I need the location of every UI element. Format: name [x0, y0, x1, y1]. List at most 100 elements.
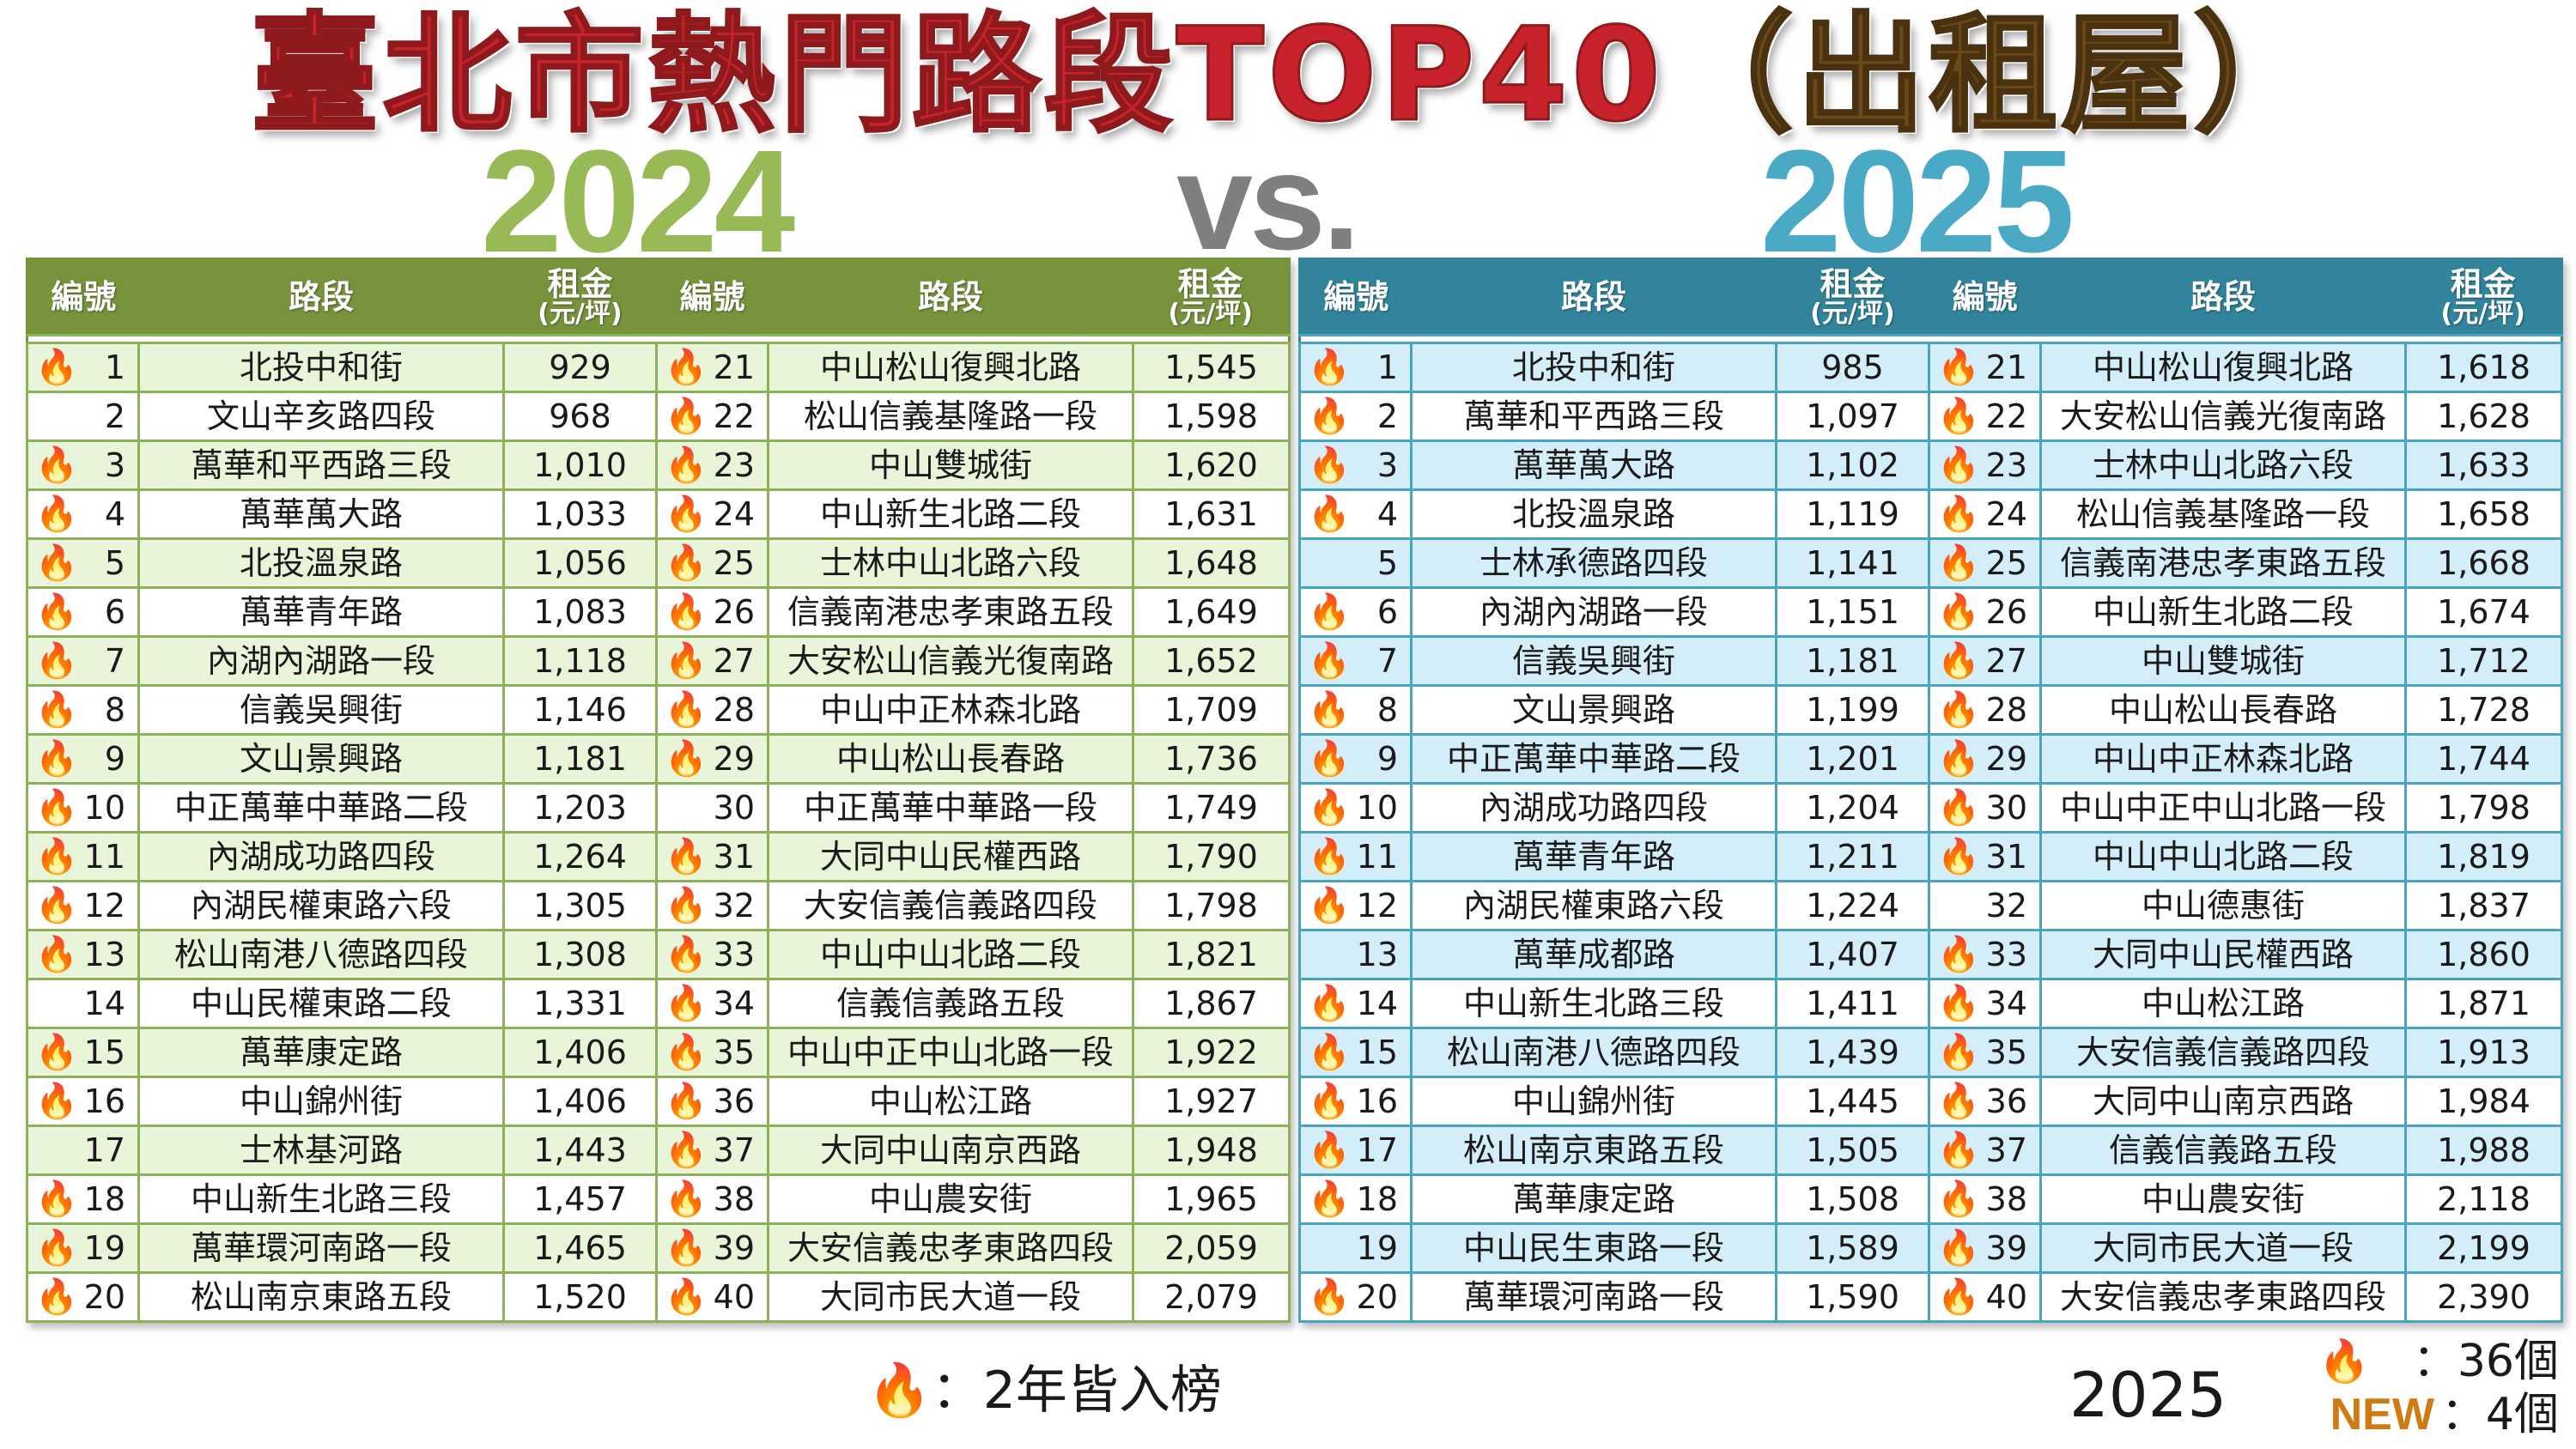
fire-icon: 🔥	[665, 739, 708, 779]
rank-cell: 🔥 14	[1298, 978, 1413, 1029]
rank-number: 5	[104, 544, 125, 582]
table-2025: 編號 路段 租金 (元/坪) 編號 路段 租金 (元/坪) 🔥 1 北投中和街 985 🔥 2…	[1298, 258, 2563, 1323]
fire-icon: 🔥	[867, 1361, 932, 1421]
road-cell: 北投中和街	[1410, 342, 1777, 393]
road-cell: 中山民權東路二段	[137, 978, 505, 1029]
rank-cell: 🔥 10	[26, 782, 140, 834]
table-row: 🔥 18 萬華康定路 1,508 🔥 38 中山農安街 2,118	[1298, 1173, 2563, 1225]
year-label-2024: 2024	[481, 120, 795, 283]
rank-cell: 🔥 35	[655, 1027, 769, 1078]
rank-number: 39	[1985, 1229, 2027, 1267]
rent-cell: 2,199	[2404, 1222, 2563, 1274]
rank-number: 29	[1985, 740, 2027, 778]
fire-icon: 🔥	[665, 641, 708, 681]
table-row: 19 中山民生東路一段 1,589 🔥 39 大同市民大道一段 2,199	[1298, 1222, 2563, 1274]
rank-cell: 🔥 11	[1298, 831, 1413, 882]
road-cell: 內湖民權東路六段	[1410, 880, 1777, 931]
fire-icon: 🔥	[2318, 1337, 2370, 1385]
rank-cell: 🔥 12	[1298, 880, 1413, 931]
table-row: 🔥 1 北投中和街 929 🔥 21 中山松山復興北路 1,545	[26, 342, 1291, 393]
fire-icon: 🔥	[665, 1228, 708, 1268]
rank-number: 12	[1356, 887, 1398, 925]
title-paren-close: ）	[2192, 1, 2326, 150]
road-cell: 文山景興路	[137, 733, 505, 785]
road-cell: 大安信義信義路四段	[2039, 1027, 2407, 1078]
fire-icon: 🔥	[35, 1033, 78, 1072]
fire-icon: 🔥	[1308, 886, 1351, 925]
rent-cell: 1,199	[1775, 684, 1930, 736]
fire-icon: 🔥	[35, 788, 78, 828]
fire-icon: 🔥	[1937, 1228, 1980, 1268]
rent-cell: 1,668	[2404, 537, 2563, 589]
fire-icon: 🔥	[35, 886, 78, 925]
road-cell: 中山農安街	[2039, 1173, 2407, 1225]
rank-number: 35	[1985, 1034, 2027, 1071]
road-cell: 北投溫泉路	[137, 537, 505, 589]
road-cell: 大同市民大道一段	[767, 1271, 1134, 1323]
rank-cell: 2	[26, 391, 140, 442]
table-row: 🔥 8 文山景興路 1,199 🔥 28 中山松山長春路 1,728	[1298, 684, 2563, 736]
table-row: 🔥 14 中山新生北路三段 1,411 🔥 34 中山松江路 1,871	[1298, 978, 2563, 1029]
rank-cell: 🔥 4	[1298, 488, 1413, 540]
fire-icon: 🔥	[35, 837, 78, 876]
fire-icon: 🔥	[1308, 592, 1351, 632]
road-cell: 大同中山民權西路	[767, 831, 1134, 882]
fire-icon: 🔥	[1308, 984, 1351, 1023]
road-cell: 萬華和平西路三段	[1410, 391, 1777, 442]
rent-cell: 1,151	[1775, 586, 1930, 638]
road-cell: 信義南港忠孝東路五段	[767, 586, 1134, 638]
fire-icon: 🔥	[1937, 1131, 1980, 1170]
rank-cell: 🔥 15	[1298, 1027, 1413, 1078]
road-cell: 萬華環河南路一段	[137, 1222, 505, 1274]
rank-cell: 🔥 29	[1928, 733, 2042, 785]
table-row: 🔥 16 中山錦州街 1,406 🔥 36 中山松江路 1,927	[26, 1076, 1291, 1127]
rent-cell: 1,457	[502, 1173, 658, 1225]
road-cell: 萬華康定路	[137, 1027, 505, 1078]
road-cell: 中山錦州街	[137, 1076, 505, 1127]
header-rent: 租金 (元/坪)	[2405, 258, 2562, 336]
rent-cell: 1,709	[1132, 684, 1291, 736]
rent-cell: 1,652	[1132, 635, 1291, 687]
rank-number: 38	[1985, 1180, 2027, 1218]
road-cell: 士林中山北路六段	[2039, 440, 2407, 491]
rank-number: 34	[713, 985, 755, 1022]
rank-cell: 🔥 17	[1298, 1125, 1413, 1176]
rank-cell: 🔥 39	[655, 1222, 769, 1274]
road-cell: 中山中山北路二段	[2039, 831, 2407, 882]
fire-icon: 🔥	[35, 348, 78, 387]
rent-cell: 1,264	[502, 831, 658, 882]
road-cell: 大同中山南京西路	[2039, 1076, 2407, 1127]
fire-icon: 🔥	[1308, 1179, 1351, 1219]
fire-icon: 🔥	[665, 837, 708, 876]
table-row: 🔥 19 萬華環河南路一段 1,465 🔥 39 大安信義忠孝東路四段 2,059	[26, 1222, 1291, 1274]
rank-number: 5	[1376, 544, 1398, 582]
rank-number: 27	[713, 642, 755, 680]
rank-cell: 🔥 6	[26, 586, 140, 638]
rank-number: 16	[1356, 1082, 1398, 1120]
rent-cell: 1,633	[2404, 440, 2563, 491]
rank-cell: 🔥 29	[655, 733, 769, 785]
rank-cell: 🔥 3	[1298, 440, 1413, 491]
rent-cell: 1,819	[2404, 831, 2563, 882]
road-cell: 中正萬華中華路一段	[767, 782, 1134, 834]
header-road: 路段	[138, 258, 504, 336]
fire-icon: 🔥	[1308, 1082, 1351, 1121]
fire-icon: 🔥	[35, 739, 78, 779]
page-title: 臺北市熱門路段TOP40（出租屋）	[0, 6, 2576, 146]
rank-number: 37	[713, 1131, 755, 1169]
rank-cell: 🔥 16	[1298, 1076, 1413, 1127]
rent-cell: 1,674	[2404, 586, 2563, 638]
rank-number: 1	[1376, 349, 1398, 386]
rank-cell: 🔥 6	[1298, 586, 1413, 638]
fire-icon: 🔥	[35, 1082, 78, 1121]
title-sub: 出租屋	[1795, 1, 2194, 150]
rent-cell: 1,589	[1775, 1222, 1930, 1274]
rank-cell: 32	[1928, 880, 2042, 931]
vs-label: vs.	[1176, 124, 1360, 278]
table-row: 13 萬華成都路 1,407 🔥 33 大同中山民權西路 1,860	[1298, 929, 2563, 980]
road-cell: 中山松山長春路	[767, 733, 1134, 785]
rank-number: 21	[1985, 349, 2027, 386]
rent-cell: 1,749	[1132, 782, 1291, 834]
header-no: 編號	[656, 258, 769, 336]
rent-cell: 1,203	[502, 782, 658, 834]
